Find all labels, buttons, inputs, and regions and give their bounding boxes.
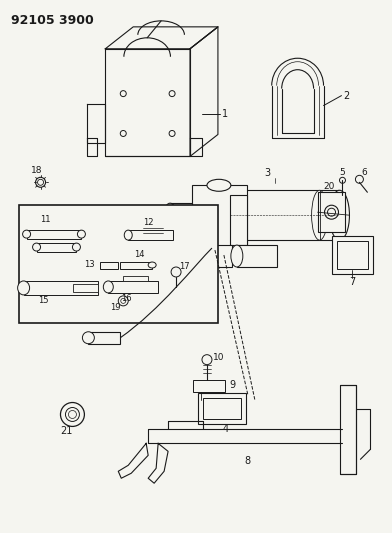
- Circle shape: [69, 410, 76, 418]
- Bar: [128, 230, 173, 240]
- Text: 15: 15: [38, 296, 49, 305]
- Ellipse shape: [124, 230, 132, 240]
- Bar: [73, 284, 98, 292]
- Bar: [197, 245, 232, 267]
- Ellipse shape: [207, 249, 231, 261]
- Ellipse shape: [231, 245, 243, 267]
- Ellipse shape: [330, 190, 349, 240]
- Text: 1: 1: [222, 109, 228, 118]
- Bar: [24, 281, 98, 295]
- Ellipse shape: [33, 243, 40, 251]
- Circle shape: [118, 296, 128, 306]
- Bar: [123, 276, 148, 281]
- Circle shape: [60, 402, 84, 426]
- Bar: [332, 236, 373, 274]
- Text: 21: 21: [60, 426, 73, 437]
- Bar: [341, 385, 356, 474]
- Circle shape: [169, 91, 175, 96]
- Bar: [100, 262, 118, 269]
- Ellipse shape: [18, 281, 29, 295]
- Ellipse shape: [103, 281, 113, 293]
- Text: 12: 12: [143, 217, 154, 227]
- Ellipse shape: [220, 190, 240, 240]
- Circle shape: [328, 208, 336, 216]
- Bar: [193, 379, 225, 392]
- Circle shape: [325, 205, 339, 219]
- Circle shape: [38, 179, 44, 185]
- Bar: [108, 281, 158, 293]
- Bar: [120, 262, 152, 269]
- Circle shape: [202, 354, 212, 365]
- Bar: [170, 235, 192, 249]
- Text: 17: 17: [179, 262, 190, 271]
- Circle shape: [356, 175, 363, 183]
- Text: 11: 11: [40, 215, 51, 224]
- Bar: [203, 398, 241, 419]
- Ellipse shape: [73, 243, 80, 251]
- Bar: [230, 195, 247, 245]
- Text: 4: 4: [223, 424, 229, 434]
- Text: 16: 16: [121, 294, 132, 303]
- Bar: [170, 203, 192, 217]
- Text: 19: 19: [110, 303, 121, 312]
- Bar: [336, 241, 368, 269]
- Circle shape: [121, 298, 126, 303]
- Text: 18: 18: [31, 166, 42, 175]
- Circle shape: [120, 131, 126, 136]
- Circle shape: [36, 177, 45, 187]
- Text: 20: 20: [323, 182, 335, 191]
- Bar: [318, 192, 345, 232]
- Text: 14: 14: [134, 249, 145, 259]
- Circle shape: [120, 91, 126, 96]
- Circle shape: [65, 408, 80, 422]
- Bar: [152, 247, 192, 257]
- Circle shape: [169, 131, 175, 136]
- Ellipse shape: [82, 332, 94, 344]
- Text: 7: 7: [349, 277, 356, 287]
- Text: 92105 3900: 92105 3900: [11, 14, 93, 27]
- Bar: [230, 190, 339, 240]
- Ellipse shape: [191, 245, 203, 267]
- Ellipse shape: [23, 230, 31, 238]
- Bar: [237, 245, 277, 267]
- Bar: [27, 230, 82, 239]
- Bar: [198, 392, 246, 424]
- Circle shape: [339, 177, 345, 183]
- Bar: [19, 205, 218, 323]
- Bar: [88, 332, 120, 344]
- Ellipse shape: [312, 190, 328, 240]
- Ellipse shape: [78, 230, 85, 238]
- Text: 2: 2: [343, 91, 350, 101]
- Bar: [36, 243, 76, 252]
- Text: 9: 9: [229, 379, 235, 390]
- Text: 8: 8: [245, 456, 251, 466]
- Text: 10: 10: [213, 353, 225, 362]
- Bar: [192, 185, 247, 255]
- Text: 5: 5: [339, 168, 345, 177]
- Ellipse shape: [165, 235, 175, 249]
- Text: 6: 6: [361, 168, 367, 177]
- Ellipse shape: [165, 203, 175, 217]
- Text: 3: 3: [265, 168, 271, 179]
- Ellipse shape: [207, 179, 231, 191]
- Ellipse shape: [148, 262, 156, 268]
- Text: 13: 13: [84, 260, 95, 269]
- Ellipse shape: [147, 247, 157, 257]
- Circle shape: [171, 267, 181, 277]
